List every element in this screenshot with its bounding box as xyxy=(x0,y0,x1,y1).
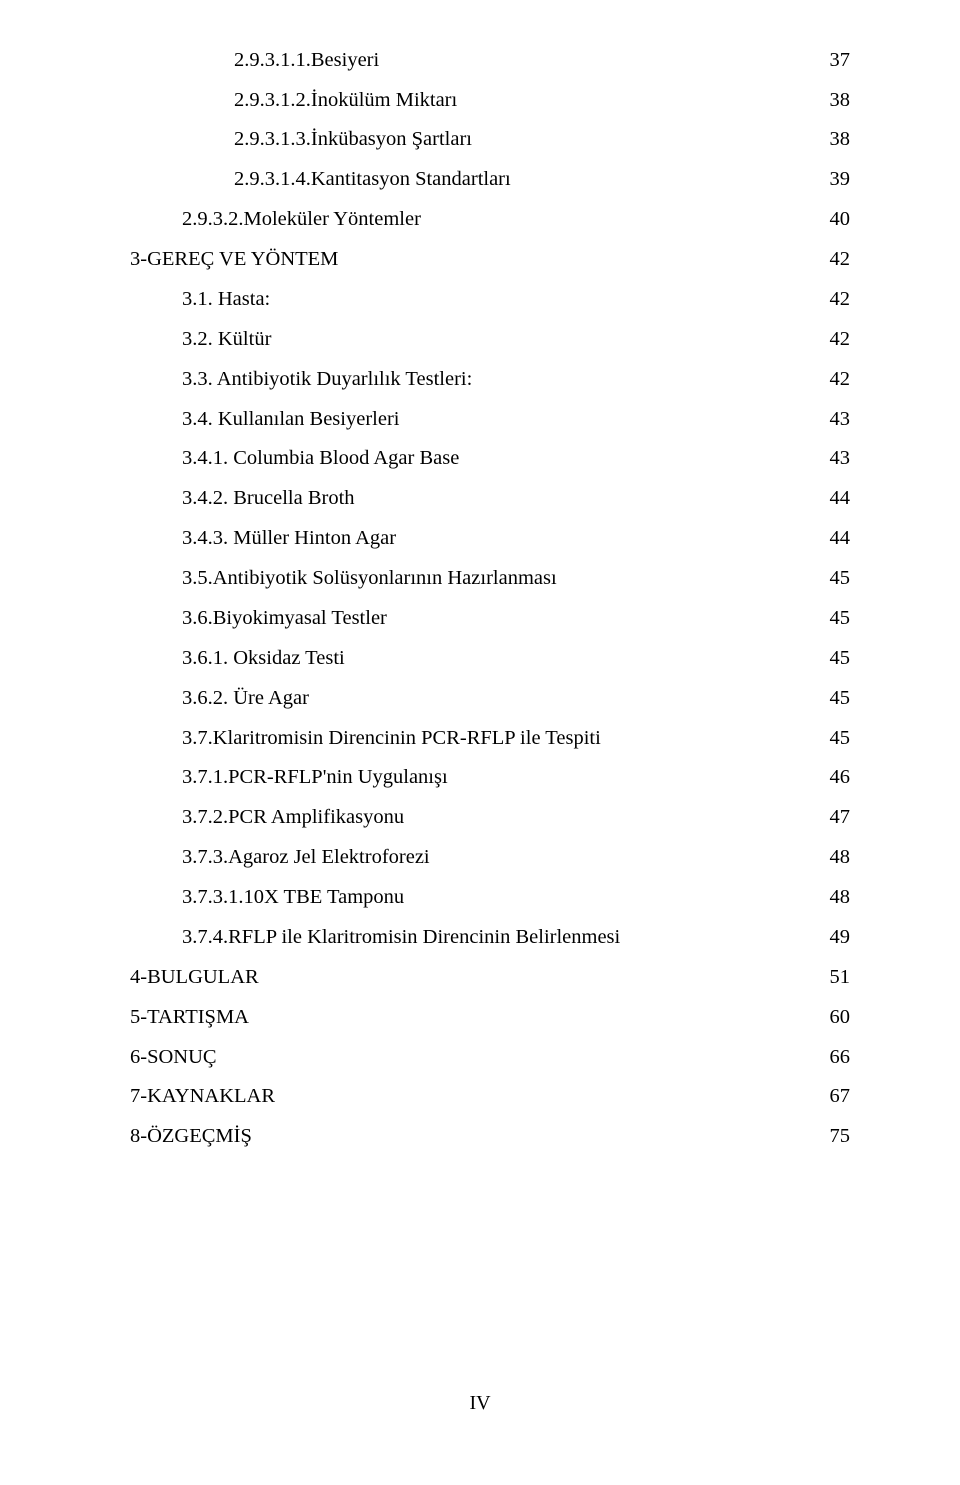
toc-row: 3.4. Kullanılan Besiyerleri 43 xyxy=(130,399,850,439)
toc-entry-page: 38 xyxy=(818,90,851,111)
toc-entry-label: 3.2. Kültür xyxy=(130,329,271,350)
toc-row: 3.7.Klaritromisin Direncinin PCR-RFLP il… xyxy=(130,718,850,758)
toc-entry-page: 45 xyxy=(818,608,851,629)
toc-row: 2.9.3.1.1.Besiyeri 37 xyxy=(130,40,850,80)
toc-entry-label: 3.4. Kullanılan Besiyerleri xyxy=(130,409,399,430)
toc-entry-label: 3.6.1. Oksidaz Testi xyxy=(130,648,345,669)
toc-row: 3.6.2. Üre Agar 45 xyxy=(130,678,850,718)
toc-entry-page: 42 xyxy=(818,289,851,310)
toc-row: 3.5.Antibiyotik Solüsyonlarının Hazırlan… xyxy=(130,558,850,598)
toc-entry-page: 42 xyxy=(818,249,851,270)
toc-entry-page: 75 xyxy=(818,1126,851,1147)
toc-row: 3.6.Biyokimyasal Testler 45 xyxy=(130,598,850,638)
toc-entry-label: 7-KAYNAKLAR xyxy=(130,1086,275,1107)
toc-row: 3.6.1. Oksidaz Testi 45 xyxy=(130,638,850,678)
toc-row: 2.9.3.1.2.İnokülüm Miktarı 38 xyxy=(130,80,850,120)
toc-entry-page: 66 xyxy=(818,1047,851,1068)
toc-row: 3-GEREÇ VE YÖNTEM 42 xyxy=(130,239,850,279)
toc-entry-page: 45 xyxy=(818,568,851,589)
toc-entry-label: 2.9.3.2.Moleküler Yöntemler xyxy=(130,209,421,230)
toc-entry-page: 43 xyxy=(818,409,851,430)
toc-entry-label: 3.7.3.1.10X TBE Tamponu xyxy=(130,887,404,908)
toc-entry-label: 3.7.1.PCR-RFLP'nin Uygulanışı xyxy=(130,767,448,788)
toc-entry-page: 45 xyxy=(818,688,851,709)
toc-entry-page: 48 xyxy=(818,887,851,908)
toc-entry-page: 45 xyxy=(818,648,851,669)
page-footer-number: IV xyxy=(0,1392,960,1415)
toc-entry-label: 3.4.1. Columbia Blood Agar Base xyxy=(130,448,459,469)
toc-row: 3.3. Antibiyotik Duyarlılık Testleri: 42 xyxy=(130,359,850,399)
toc-row: 6-SONUÇ 66 xyxy=(130,1037,850,1077)
toc-row: 8-ÖZGEÇMİŞ 75 xyxy=(130,1117,850,1157)
toc-row: 3.7.3.1.10X TBE Tamponu 48 xyxy=(130,877,850,917)
toc-entry-label: 3.7.3.Agaroz Jel Elektroforezi xyxy=(130,847,430,868)
toc-entry-page: 39 xyxy=(818,169,851,190)
toc-entry-page: 43 xyxy=(818,448,851,469)
toc-entry-label: 2.9.3.1.2.İnokülüm Miktarı xyxy=(130,90,457,111)
toc-entry-page: 42 xyxy=(818,329,851,350)
toc-entry-label: 3.6.Biyokimyasal Testler xyxy=(130,608,387,629)
toc-row: 3.4.2. Brucella Broth 44 xyxy=(130,479,850,519)
toc-entry-page: 45 xyxy=(818,728,851,749)
toc-entry-label: 2.9.3.1.3.İnkübasyon Şartları xyxy=(130,129,472,150)
table-of-contents: 2.9.3.1.1.Besiyeri 37 2.9.3.1.2.İnokülüm M… xyxy=(130,40,850,1157)
toc-entry-page: 47 xyxy=(818,807,851,828)
toc-row: 2.9.3.1.3.İnkübasyon Şartları 38 xyxy=(130,120,850,160)
toc-row: 3.4.1. Columbia Blood Agar Base 43 xyxy=(130,439,850,479)
toc-entry-label: 3.4.2. Brucella Broth xyxy=(130,488,355,509)
toc-row: 7-KAYNAKLAR 67 xyxy=(130,1077,850,1117)
toc-entry-label: 2.9.3.1.1.Besiyeri xyxy=(130,50,379,71)
toc-row: 3.7.3.Agaroz Jel Elektroforezi 48 xyxy=(130,838,850,878)
toc-entry-label: 3.4.3. Müller Hinton Agar xyxy=(130,528,396,549)
toc-entry-page: 60 xyxy=(818,1007,851,1028)
toc-entry-label: 3.7.2.PCR Amplifikasyonu xyxy=(130,807,404,828)
toc-entry-page: 48 xyxy=(818,847,851,868)
toc-row: 5-TARTIŞMA 60 xyxy=(130,997,850,1037)
toc-row: 3.4.3. Müller Hinton Agar 44 xyxy=(130,519,850,559)
toc-entry-label: 3-GEREÇ VE YÖNTEM xyxy=(130,249,338,270)
toc-entry-page: 44 xyxy=(818,488,851,509)
toc-entry-page: 37 xyxy=(818,50,851,71)
toc-row: 3.7.2.PCR Amplifikasyonu 47 xyxy=(130,798,850,838)
toc-entry-label: 2.9.3.1.4.Kantitasyon Standartları xyxy=(130,169,511,190)
toc-entry-page: 51 xyxy=(818,967,851,988)
toc-row: 3.1. Hasta: 42 xyxy=(130,279,850,319)
toc-entry-page: 67 xyxy=(818,1086,851,1107)
toc-entry-page: 40 xyxy=(818,209,851,230)
toc-entry-page: 44 xyxy=(818,528,851,549)
toc-entry-page: 49 xyxy=(818,927,851,948)
toc-row: 2.9.3.1.4.Kantitasyon Standartları 39 xyxy=(130,160,850,200)
toc-entry-label: 5-TARTIŞMA xyxy=(130,1007,249,1028)
toc-entry-label: 3.1. Hasta: xyxy=(130,289,270,310)
toc-row: 4-BULGULAR 51 xyxy=(130,957,850,997)
toc-entry-label: 4-BULGULAR xyxy=(130,967,259,988)
toc-row: 2.9.3.2.Moleküler Yöntemler 40 xyxy=(130,200,850,240)
toc-entry-label: 3.7.4.RFLP ile Klaritromisin Direncinin … xyxy=(130,927,620,948)
document-page: 2.9.3.1.1.Besiyeri 37 2.9.3.1.2.İnokülüm M… xyxy=(0,0,960,1485)
toc-row: 3.7.4.RFLP ile Klaritromisin Direncinin … xyxy=(130,917,850,957)
toc-entry-page: 38 xyxy=(818,129,851,150)
toc-row: 3.7.1.PCR-RFLP'nin Uygulanışı 46 xyxy=(130,758,850,798)
toc-entry-label: 3.3. Antibiyotik Duyarlılık Testleri: xyxy=(130,369,472,390)
toc-entry-label: 3.5.Antibiyotik Solüsyonlarının Hazırlan… xyxy=(130,568,557,589)
toc-entry-label: 3.7.Klaritromisin Direncinin PCR-RFLP il… xyxy=(130,728,601,749)
toc-entry-label: 3.6.2. Üre Agar xyxy=(130,688,309,709)
toc-entry-label: 8-ÖZGEÇMİŞ xyxy=(130,1126,252,1147)
toc-entry-page: 46 xyxy=(818,767,851,788)
toc-entry-label: 6-SONUÇ xyxy=(130,1047,217,1068)
toc-row: 3.2. Kültür 42 xyxy=(130,319,850,359)
toc-entry-page: 42 xyxy=(818,369,851,390)
